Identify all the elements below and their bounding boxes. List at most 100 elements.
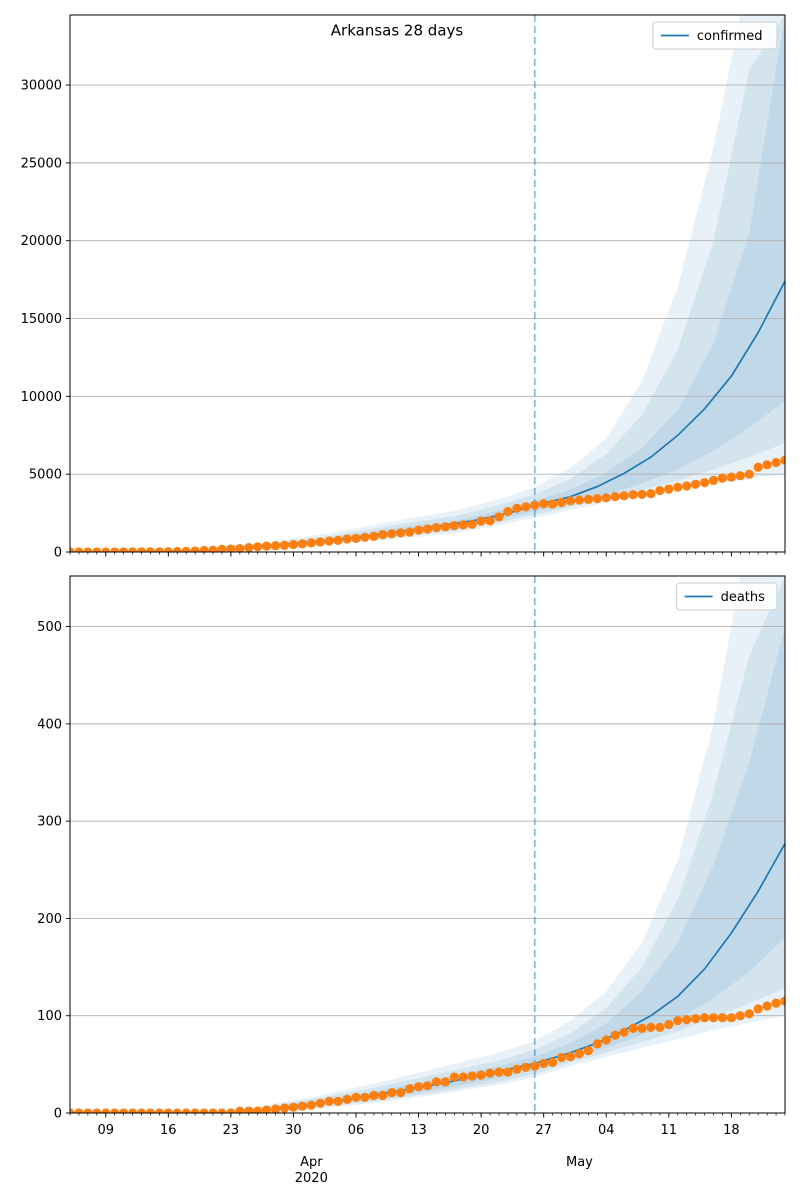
deaths-observed-point (154, 1108, 164, 1113)
deaths-band-middle (248, 576, 785, 1113)
confirmed-observed-point (360, 532, 370, 542)
deaths-observed-point (726, 1013, 737, 1023)
deaths-observed-point (539, 1058, 549, 1068)
confirmed-panel: 0 5000 10000 15000 20000 25000 30000 confirmed… (21, 14, 786, 561)
confirmed-ytick-label: 0 (54, 546, 62, 561)
legend-label: confirmed (697, 29, 763, 44)
deaths-ytick-label: 0 (54, 1107, 62, 1122)
confirmed-observed-point (190, 546, 200, 552)
legend-box (652, 21, 778, 50)
confirmed-observed-point (708, 475, 719, 485)
confirmed-observed-point (306, 538, 316, 548)
confirmed-observed-point (74, 547, 84, 552)
confirmed-observed-point (70, 547, 75, 552)
deaths-observed-point (494, 1067, 504, 1077)
deaths-observed-point (351, 1092, 361, 1102)
confirmed-observed-point (378, 530, 388, 540)
deaths-observed-point (360, 1092, 370, 1102)
deaths-observed-point (253, 1106, 263, 1113)
confirmed-observed-point (271, 541, 281, 551)
deaths-observed-point (548, 1057, 558, 1067)
confirmed-observed-point (405, 527, 415, 537)
confirmed-observed-point (431, 523, 441, 533)
deaths-observed-point (771, 998, 781, 1008)
deaths-observed-points (70, 996, 785, 1113)
deaths-observed-point (172, 1108, 182, 1113)
confirmed-observed-point (467, 519, 477, 529)
deaths-observed-point (440, 1077, 450, 1087)
confirmed-observed-point (628, 490, 638, 500)
confirmed-observed-point (163, 547, 173, 552)
deaths-observed-point (92, 1108, 102, 1113)
deaths-observed-point (592, 1039, 602, 1049)
deaths-observed-point (271, 1104, 281, 1113)
deaths-xtick-label: 16 (160, 1123, 177, 1138)
confirmed-observed-point (735, 471, 745, 481)
deaths-observed-point (664, 1019, 674, 1030)
confirmed-observed-point (458, 520, 468, 530)
deaths-observed-point (306, 1100, 316, 1110)
deaths-observed-point (530, 1061, 540, 1071)
deaths-observed-point (574, 1049, 585, 1059)
deaths-observed-point (297, 1101, 307, 1111)
deaths-observed-point (449, 1072, 459, 1082)
month-label: May (566, 1155, 593, 1170)
confirmed-observed-point (610, 492, 620, 502)
confirmed-observed-point (601, 493, 611, 503)
deaths-ytick-label: 400 (37, 717, 62, 732)
confirmed-ytick-label: 15000 (21, 312, 62, 327)
confirmed-observed-point (154, 547, 164, 552)
deaths-xtick-label: 11 (661, 1123, 678, 1138)
deaths-observed-point (279, 1103, 290, 1113)
confirmed-band-outer (204, 15, 785, 552)
confirmed-observed-point (297, 539, 307, 549)
deaths-observed-point (199, 1108, 209, 1113)
confirmed-observed-point (673, 482, 683, 492)
confirmed-observed-point (494, 512, 504, 522)
confirmed-ytick-label: 20000 (21, 234, 62, 249)
deaths-observed-point (503, 1067, 513, 1077)
deaths-observed-point (145, 1108, 155, 1113)
confirmed-observed-point (700, 478, 710, 488)
deaths-observed-point (610, 1030, 620, 1040)
confirmed-observed-point (440, 522, 450, 532)
confirmed-x-ticks (69, 552, 786, 557)
deaths-observed-point (235, 1106, 245, 1113)
confirmed-observed-point (333, 535, 343, 546)
confirmed-observed-point (565, 496, 576, 506)
deaths-observed-point (431, 1077, 441, 1087)
deaths-observed-point (74, 1108, 84, 1113)
deaths-observed-point (342, 1094, 352, 1104)
confirmed-observed-point (324, 536, 334, 546)
deaths-observed-point (414, 1082, 424, 1092)
deaths-observed-point (333, 1096, 343, 1106)
deaths-observed-point (691, 1014, 701, 1024)
confirmed-observed-point (476, 516, 486, 526)
confirmed-ytick-label: 10000 (21, 390, 62, 405)
deaths-observed-point (458, 1072, 468, 1082)
confirmed-ytick-label: 25000 (21, 156, 62, 171)
deaths-observed-point (101, 1108, 111, 1113)
deaths-observed-point (387, 1088, 397, 1098)
deaths-observed-point (717, 1013, 728, 1023)
confirmed-observed-point (83, 547, 93, 552)
deaths-observed-point (208, 1108, 218, 1113)
deaths-observed-point (601, 1035, 611, 1045)
confirmed-observed-point (262, 541, 272, 551)
deaths-observed-point (744, 1009, 754, 1019)
confirmed-observed-point (279, 540, 290, 551)
confirmed-observed-point (181, 546, 191, 552)
chart-title: Arkansas 28 days (331, 22, 464, 40)
deaths-xtick-label: 09 (97, 1123, 114, 1138)
deaths-ytick-label: 500 (37, 620, 62, 635)
deaths-observed-point (646, 1022, 656, 1032)
deaths-observed-point (422, 1081, 433, 1091)
confirmed-observed-point (771, 457, 781, 468)
deaths-observed-point (700, 1013, 710, 1023)
confirmed-observed-point (449, 521, 459, 531)
deaths-legend: deaths (676, 582, 778, 611)
deaths-xtick-label: 13 (410, 1123, 427, 1138)
confirmed-observed-point (226, 544, 236, 552)
deaths-observed-point (673, 1016, 683, 1026)
